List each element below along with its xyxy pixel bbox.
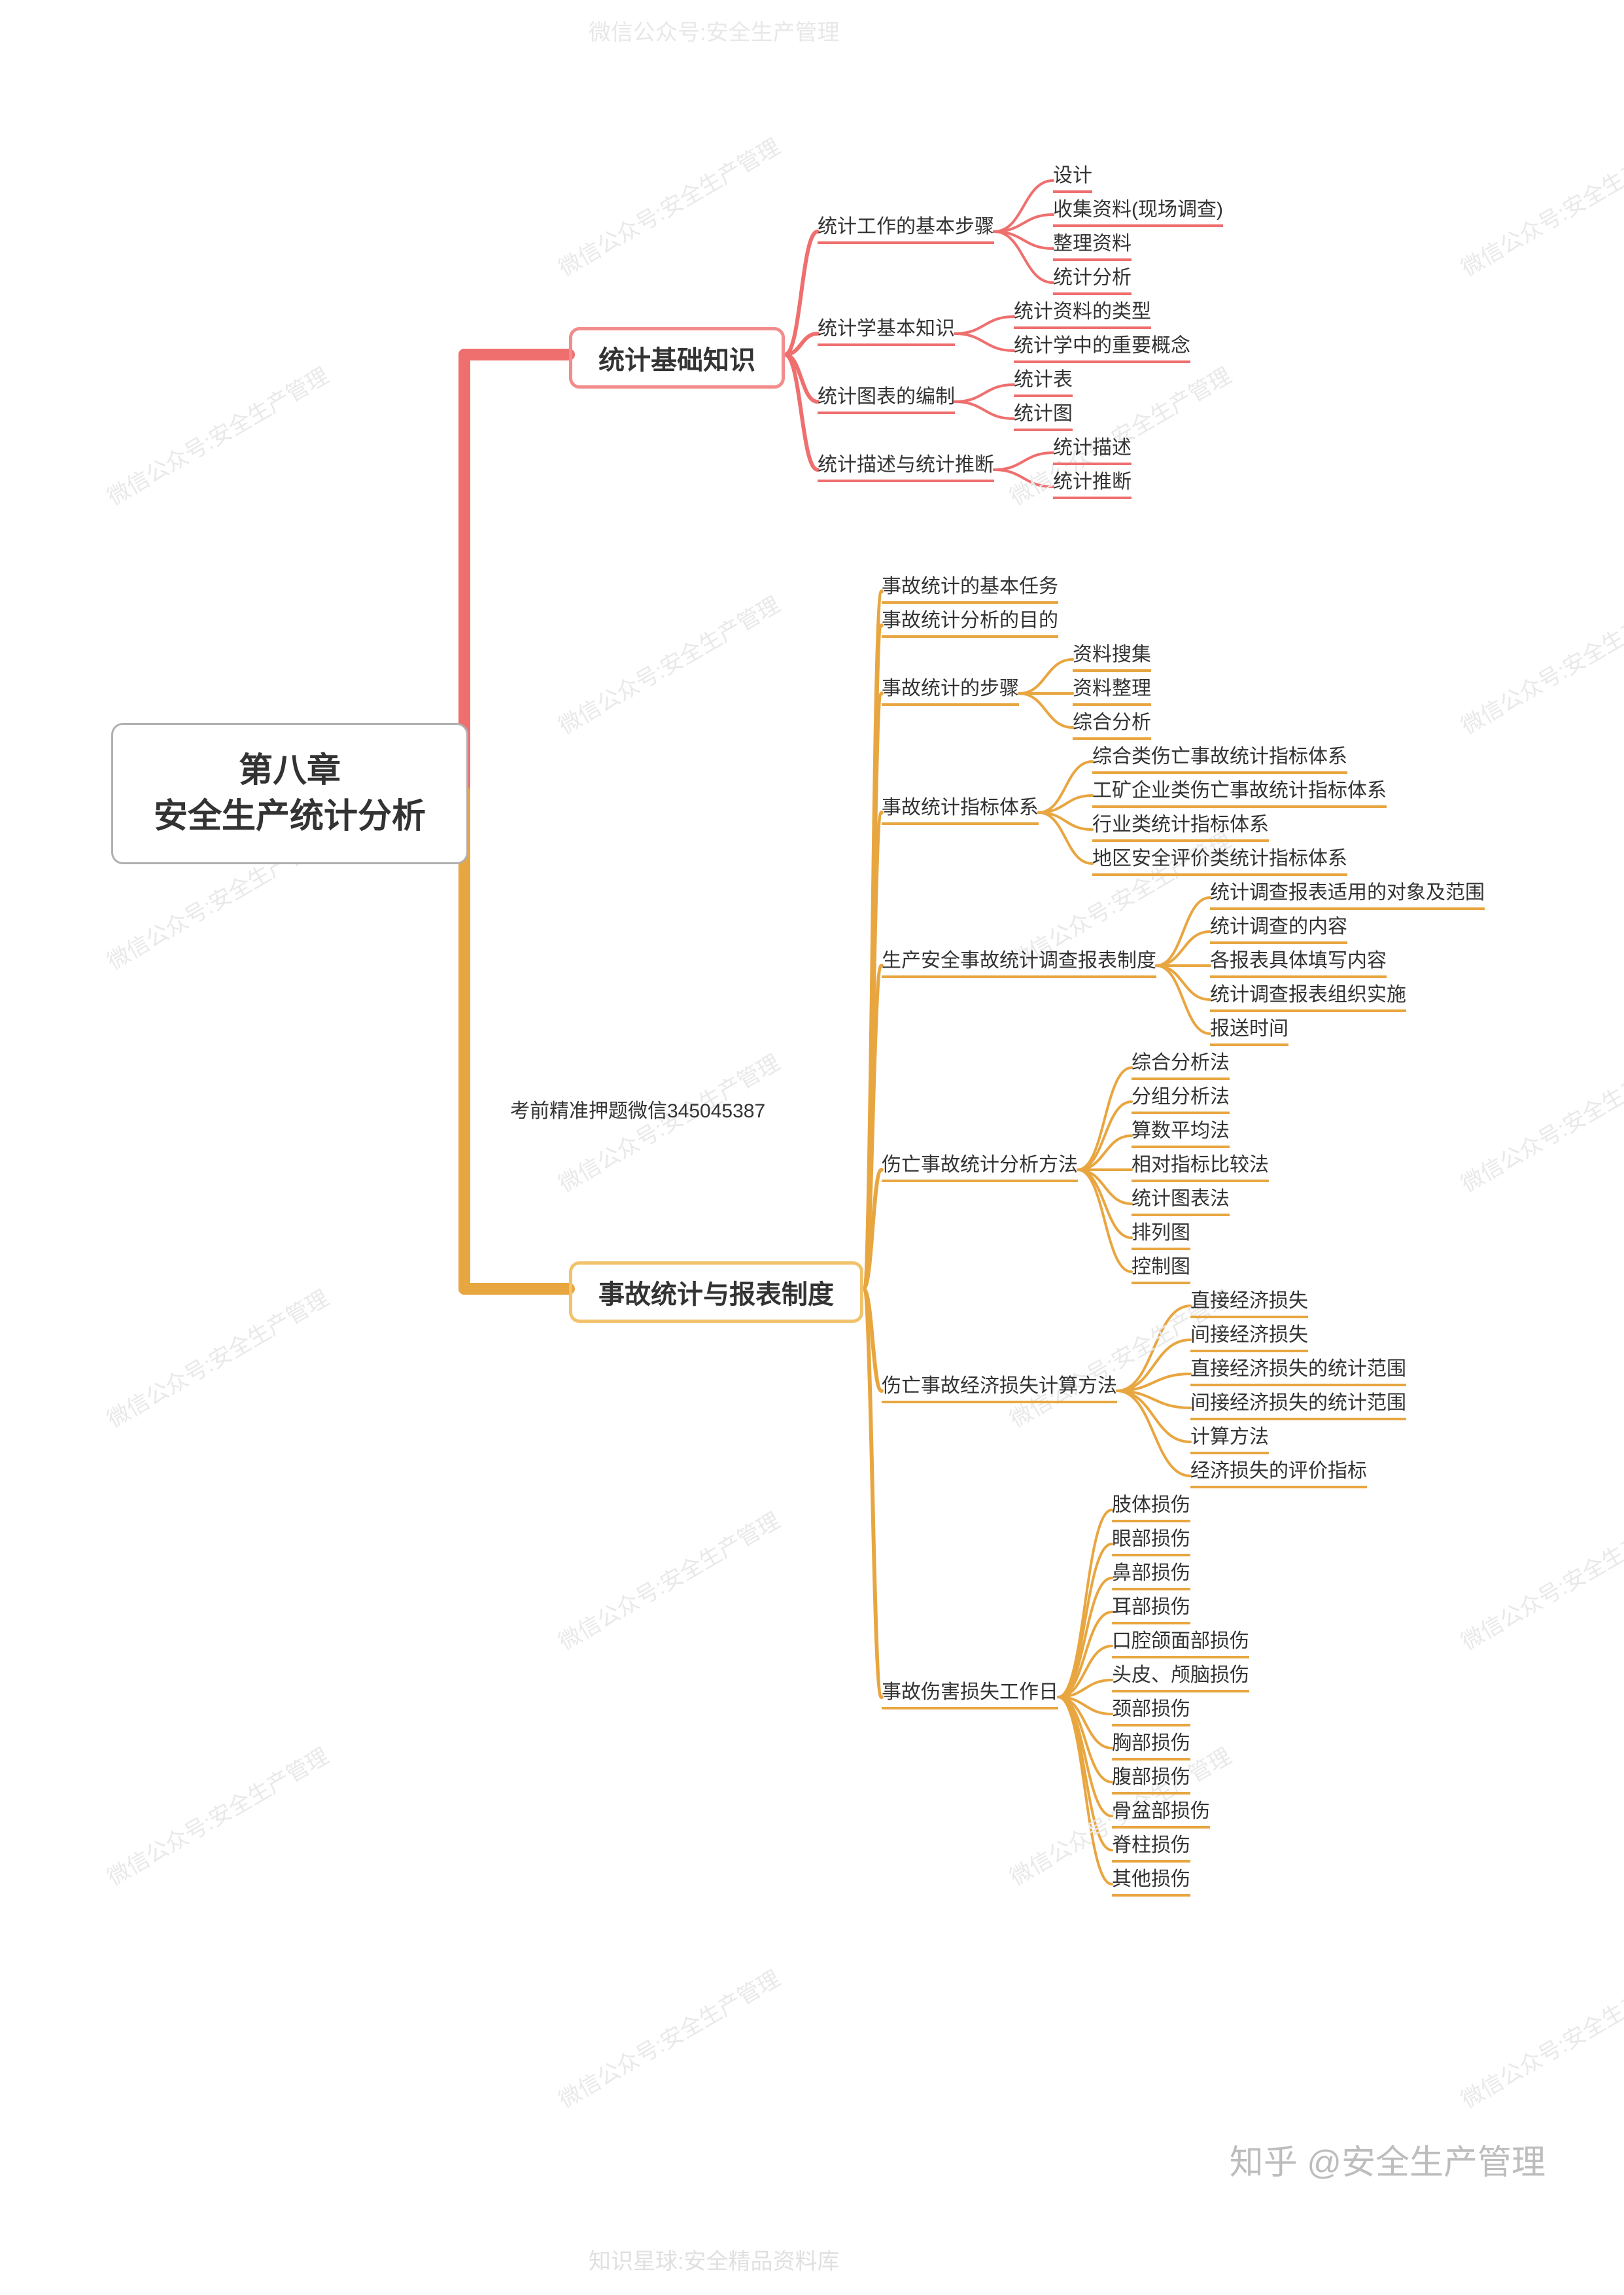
leaf-node: 资料搜集 xyxy=(1073,638,1151,672)
leaf-node: 口腔颌面部损伤 xyxy=(1112,1624,1249,1658)
mid-node: 统计描述与统计推断 xyxy=(818,448,994,482)
leaf-node: 直接经济损失的统计范围 xyxy=(1190,1352,1406,1386)
leaf-node: 工矿企业类伤亡事故统计指标体系 xyxy=(1092,774,1387,808)
leaf-node: 鼻部损伤 xyxy=(1112,1556,1190,1590)
leaf-node: 分组分析法 xyxy=(1132,1080,1230,1114)
leaf-node: 综合类伤亡事故统计指标体系 xyxy=(1092,740,1347,774)
mid-node: 事故统计指标体系 xyxy=(882,791,1039,825)
root-line1: 第八章 xyxy=(239,748,341,794)
leaf-node: 眼部损伤 xyxy=(1112,1522,1190,1556)
footer-brand: 知乎 @安全生产管理 xyxy=(1230,2135,1546,2184)
mid-node: 生产安全事故统计调查报表制度 xyxy=(882,944,1156,978)
branch-node: 统计基础知识 xyxy=(569,327,785,389)
watermark-diag: 微信公众号:安全生产管理 xyxy=(1454,129,1624,282)
watermark-diag: 微信公众号:安全生产管理 xyxy=(1454,1961,1624,2114)
leaf-node: 耳部损伤 xyxy=(1112,1590,1190,1624)
leaf-node: 整理资料 xyxy=(1053,227,1132,261)
watermark-diag: 微信公众号:安全生产管理 xyxy=(551,587,785,740)
leaf-node: 其他损伤 xyxy=(1112,1863,1190,1897)
leaf-node: 行业类统计指标体系 xyxy=(1092,808,1269,842)
leaf-node: 统计调查的内容 xyxy=(1210,910,1347,944)
watermark-diag: 微信公众号:安全生产管理 xyxy=(1454,1503,1624,1656)
leaf-node: 综合分析 xyxy=(1073,706,1151,740)
leaf-node: 报送时间 xyxy=(1210,1012,1288,1046)
root-node: 第八章 安全生产统计分析 xyxy=(111,723,468,864)
watermark-diag: 微信公众号:安全生产管理 xyxy=(1454,587,1624,740)
root-line2: 安全生产统计分析 xyxy=(154,794,426,839)
mid-node: 事故伤害损失工作日 xyxy=(882,1675,1058,1709)
leaf-node: 统计调查报表组织实施 xyxy=(1210,978,1406,1012)
watermark-top: 微信公众号:安全生产管理 xyxy=(589,14,839,46)
mid-node: 统计图表的编制 xyxy=(818,380,955,414)
leaf-node: 算数平均法 xyxy=(1132,1114,1230,1148)
leaf-node: 计算方法 xyxy=(1190,1420,1269,1454)
footer-source: 知识星球:安全精品资料库 xyxy=(589,2243,839,2275)
leaf-node: 统计表 xyxy=(1014,363,1073,397)
leaf-node: 颈部损伤 xyxy=(1112,1692,1190,1726)
leaf-node: 统计学中的重要概念 xyxy=(1014,329,1190,363)
leaf-node: 各报表具体填写内容 xyxy=(1210,944,1387,978)
leaf-node: 肢体损伤 xyxy=(1112,1488,1190,1522)
mid-node: 统计工作的基本步骤 xyxy=(818,210,994,244)
mid-node: 伤亡事故经济损失计算方法 xyxy=(882,1369,1117,1403)
caption-text: 考前精准押题微信345045387 xyxy=(510,1095,765,1123)
watermark-diag: 微信公众号:安全生产管理 xyxy=(551,129,785,282)
watermark-diag: 微信公众号:安全生产管理 xyxy=(551,1503,785,1656)
branch-node: 事故统计与报表制度 xyxy=(569,1261,863,1323)
watermark-diag: 微信公众号:安全生产管理 xyxy=(100,1280,334,1433)
leaf-node: 头皮、颅脑损伤 xyxy=(1112,1658,1249,1692)
watermark-diag: 微信公众号:安全生产管理 xyxy=(1454,1045,1624,1198)
leaf-node: 统计分析 xyxy=(1053,261,1132,295)
leaf-node: 统计调查报表适用的对象及范围 xyxy=(1210,876,1485,910)
watermark-diag: 微信公众号:安全生产管理 xyxy=(100,1738,334,1891)
leaf-node: 统计推断 xyxy=(1053,465,1132,499)
leaf-node: 经济损失的评价指标 xyxy=(1190,1454,1367,1488)
leaf-node: 统计资料的类型 xyxy=(1014,295,1151,329)
leaf-node: 统计图 xyxy=(1014,397,1073,431)
leaf-node: 腹部损伤 xyxy=(1112,1761,1190,1795)
mid-node: 伤亡事故统计分析方法 xyxy=(882,1148,1078,1182)
connector-layer xyxy=(0,0,1624,2295)
leaf-node: 间接经济损失的统计范围 xyxy=(1190,1386,1406,1420)
leaf-node: 地区安全评价类统计指标体系 xyxy=(1092,842,1347,876)
mid-node: 事故统计的基本任务 xyxy=(882,570,1058,604)
leaf-node: 统计图表法 xyxy=(1132,1182,1230,1216)
leaf-node: 统计描述 xyxy=(1053,431,1132,465)
leaf-node: 控制图 xyxy=(1132,1250,1190,1284)
leaf-node: 资料整理 xyxy=(1073,672,1151,706)
leaf-node: 直接经济损失 xyxy=(1190,1284,1308,1318)
mid-node: 事故统计的步骤 xyxy=(882,672,1019,706)
leaf-node: 间接经济损失 xyxy=(1190,1318,1308,1352)
leaf-node: 相对指标比较法 xyxy=(1132,1148,1269,1182)
leaf-node: 收集资料(现场调查) xyxy=(1053,193,1223,227)
leaf-node: 综合分析法 xyxy=(1132,1046,1230,1080)
leaf-node: 胸部损伤 xyxy=(1112,1726,1190,1761)
leaf-node: 排列图 xyxy=(1132,1216,1190,1250)
leaf-node: 设计 xyxy=(1053,159,1092,193)
watermark-diag: 微信公众号:安全生产管理 xyxy=(100,358,334,511)
watermark-diag: 微信公众号:安全生产管理 xyxy=(551,1961,785,2114)
leaf-node: 骨盆部损伤 xyxy=(1112,1795,1210,1829)
mid-node: 统计学基本知识 xyxy=(818,312,955,346)
leaf-node: 脊柱损伤 xyxy=(1112,1829,1190,1863)
mid-node: 事故统计分析的目的 xyxy=(882,604,1058,638)
